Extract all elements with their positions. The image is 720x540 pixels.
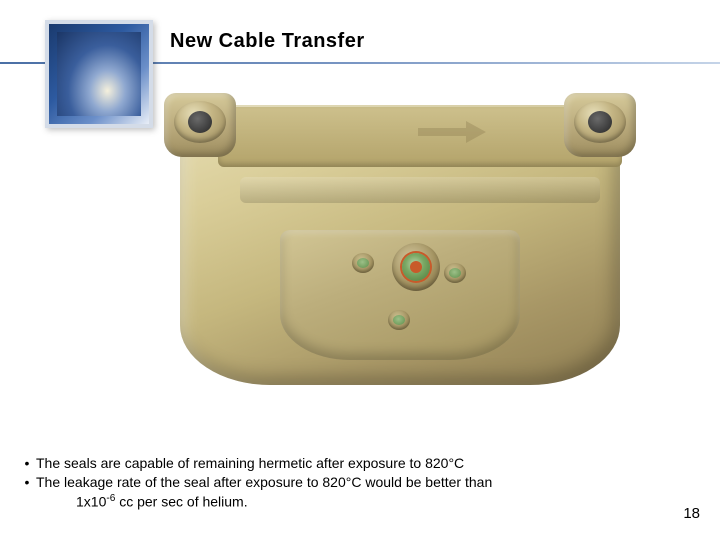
- device-ridge: [240, 177, 600, 203]
- small-port-2: [444, 263, 466, 283]
- leak-suffix: cc per sec of helium.: [115, 493, 247, 509]
- leak-exponent: -6: [106, 493, 115, 504]
- bullet-marker: •: [18, 473, 36, 492]
- device-turret-left: [164, 93, 236, 157]
- bullet-list: • The seals are capable of remaining her…: [18, 454, 660, 511]
- bullet-text: The leakage rate of the seal after expos…: [36, 473, 492, 492]
- main-connector: [392, 243, 440, 291]
- device-turret-right: [564, 93, 636, 157]
- slide-logo: [45, 20, 153, 128]
- bullet-continuation: 1x10-6 cc per sec of helium.: [18, 492, 660, 512]
- small-port-3: [388, 310, 410, 330]
- device-top-deck: [218, 107, 622, 167]
- bullet-marker: •: [18, 454, 36, 473]
- direction-arrow-icon: [418, 119, 498, 145]
- small-port-1: [352, 253, 374, 273]
- leak-prefix: 1x10: [76, 493, 106, 509]
- logo-art: [57, 32, 141, 116]
- bullet-item: • The seals are capable of remaining her…: [18, 454, 660, 473]
- slide-title: New Cable Transfer: [170, 30, 365, 53]
- bullet-item: • The leakage rate of the seal after exp…: [18, 473, 660, 492]
- device-illustration: [160, 95, 640, 435]
- bullet-text: The seals are capable of remaining herme…: [36, 454, 464, 473]
- page-number: 18: [683, 505, 700, 522]
